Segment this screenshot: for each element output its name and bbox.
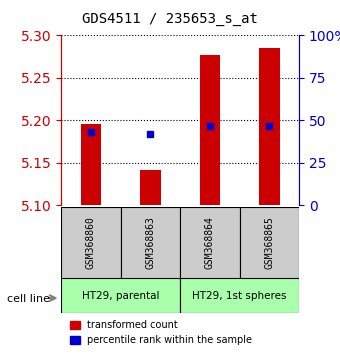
Bar [200,55,220,205]
Text: GSM368864: GSM368864 [205,216,215,269]
Text: GDS4511 / 235653_s_at: GDS4511 / 235653_s_at [82,12,258,27]
Text: GSM368865: GSM368865 [265,216,274,269]
Bar [61,278,180,313]
Bar [259,48,280,205]
Bar [240,207,299,278]
Text: GSM368863: GSM368863 [146,216,155,269]
Bar [180,207,240,278]
Legend: transformed count, percentile rank within the sample: transformed count, percentile rank withi… [66,316,256,349]
Bar [81,124,101,205]
Text: HT29, 1st spheres: HT29, 1st spheres [192,291,287,301]
Bar [140,170,161,205]
Text: HT29, parental: HT29, parental [82,291,159,301]
Bar [180,278,299,313]
Bar [61,207,121,278]
Bar [121,207,180,278]
Text: cell line: cell line [7,294,50,304]
Text: GSM368860: GSM368860 [86,216,96,269]
